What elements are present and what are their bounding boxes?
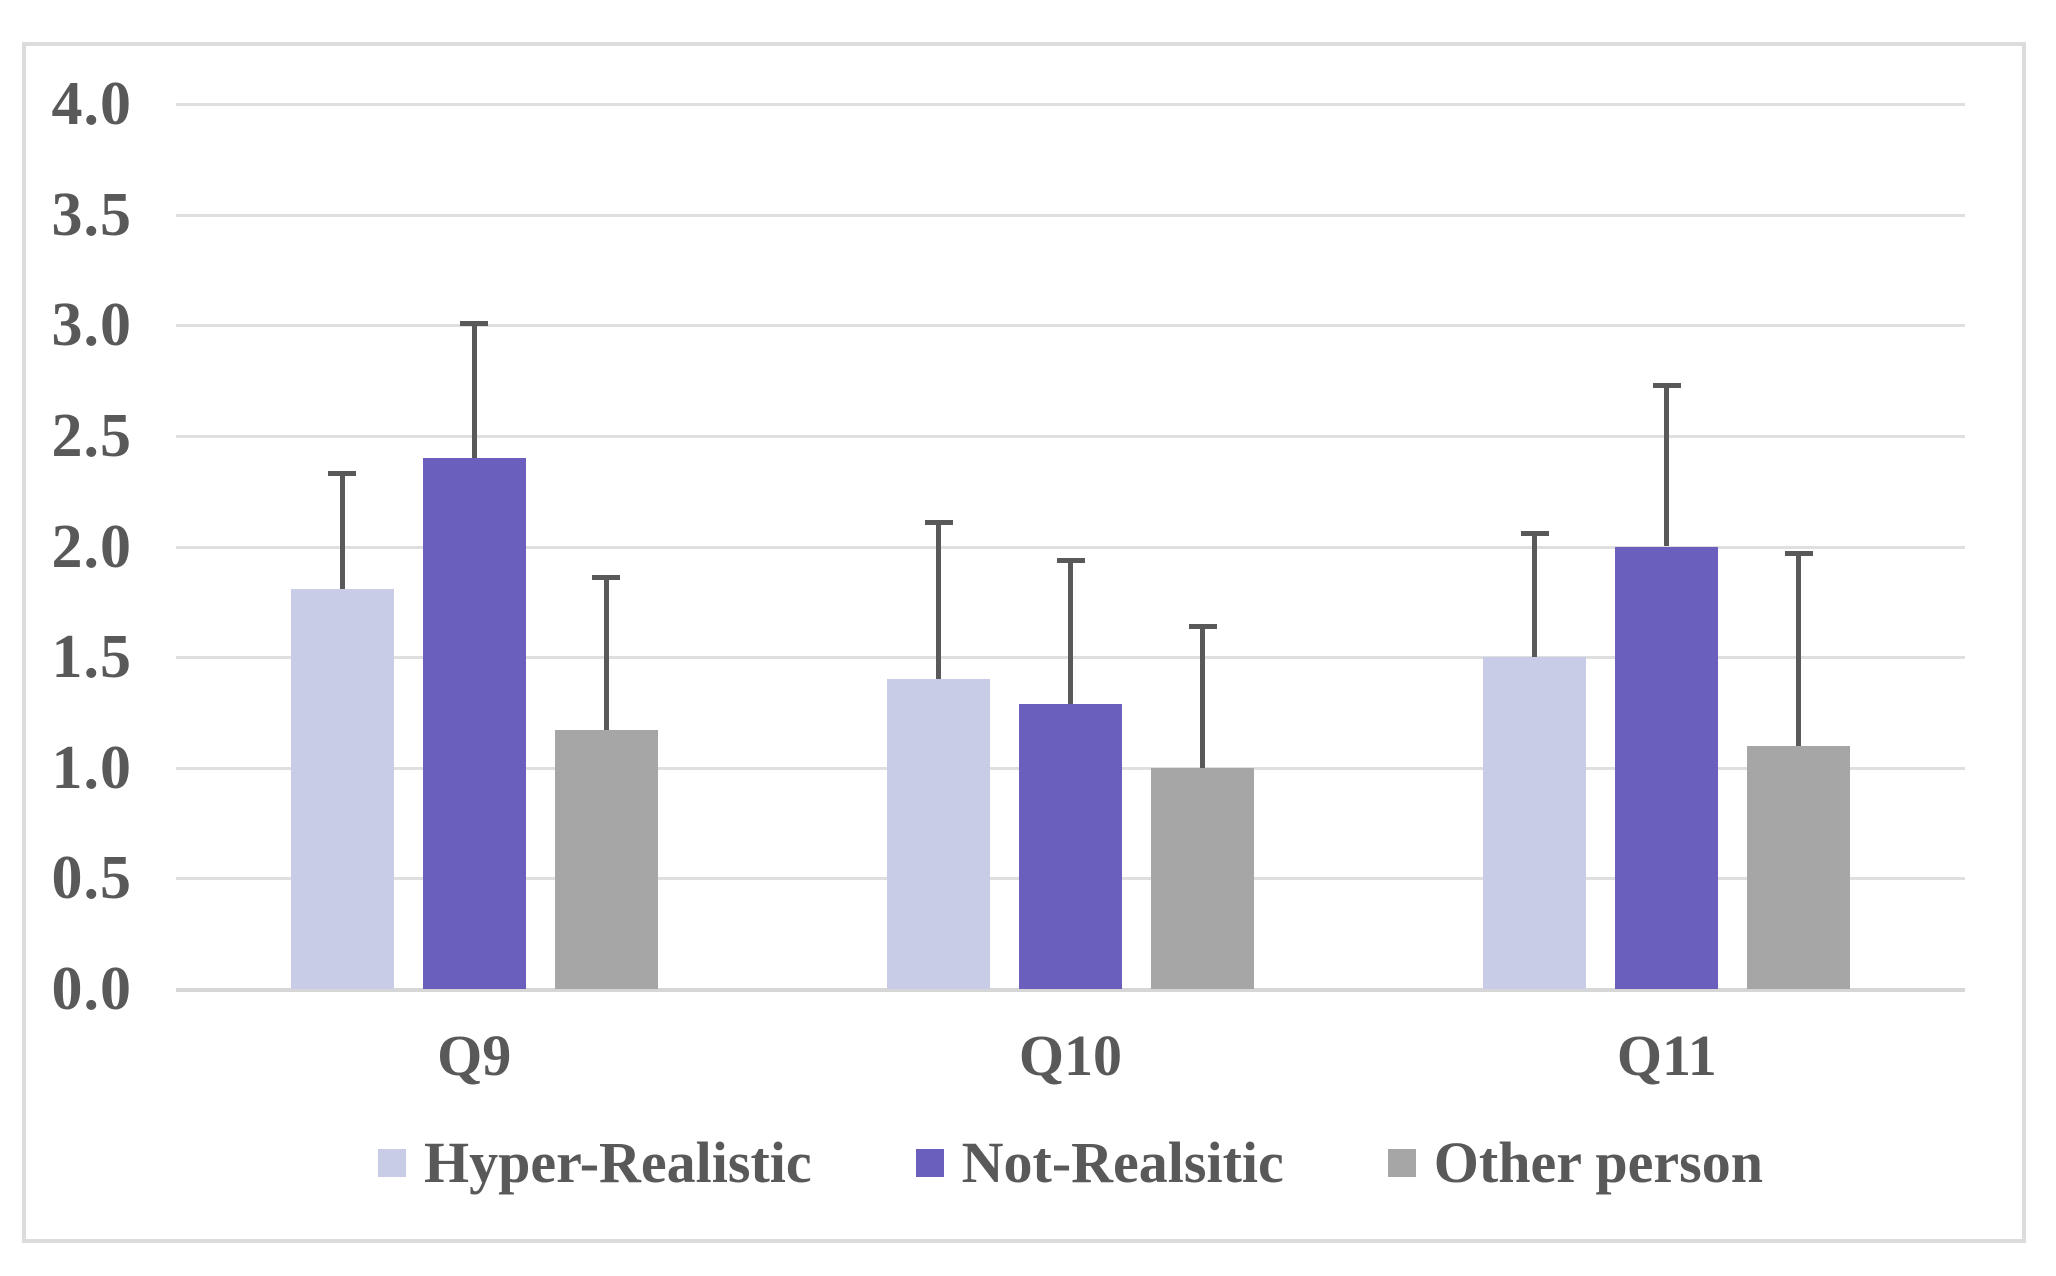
error-bar-cap-q11-hyper-realistic bbox=[1520, 531, 1549, 537]
y-tick-label-0.0: 0.0 bbox=[51, 955, 132, 1023]
x-category-label-q10: Q10 bbox=[1018, 1023, 1123, 1088]
y-tick-label-3.0: 3.0 bbox=[51, 291, 132, 360]
bar-q11-not-realsitic bbox=[1615, 546, 1719, 989]
error-bar-cap-q10-hyper-realistic bbox=[924, 520, 953, 526]
gridline-3.5 bbox=[176, 213, 1965, 217]
bar-q11-other-person bbox=[1747, 745, 1851, 989]
error-bar-q9-other-person bbox=[603, 577, 609, 731]
y-tick-label-1.0: 1.0 bbox=[51, 733, 132, 802]
legend: Hyper-Realistic Not-Realsitic Other pers… bbox=[176, 1126, 1965, 1200]
legend-swatch-other-person bbox=[1387, 1149, 1416, 1177]
legend-swatch-not-realsitic bbox=[915, 1149, 944, 1177]
bar-q10-other-person bbox=[1151, 767, 1254, 989]
legend-label-not-realsitic: Not-Realsitic bbox=[961, 1130, 1284, 1195]
y-tick-label-2.5: 2.5 bbox=[51, 401, 132, 470]
y-tick-label-0.5: 0.5 bbox=[51, 844, 132, 913]
error-bar-cap-q10-other-person bbox=[1188, 624, 1217, 630]
x-category-label-q11: Q11 bbox=[1616, 1023, 1717, 1088]
gridline-4.0 bbox=[176, 103, 1965, 106]
bar-q11-hyper-realistic bbox=[1483, 657, 1587, 989]
error-bar-q10-not-realsitic bbox=[1068, 559, 1073, 704]
bar-q9-other-person bbox=[554, 730, 658, 989]
error-bar-cap-q11-not-realsitic bbox=[1652, 382, 1681, 388]
error-bar-cap-q9-hyper-realistic bbox=[328, 471, 357, 477]
error-bar-q10-hyper-realistic bbox=[936, 522, 941, 680]
error-bar-q11-other-person bbox=[1796, 553, 1802, 746]
legend-label-other-person: Other person bbox=[1433, 1130, 1763, 1195]
gridline-2.0 bbox=[176, 545, 1965, 549]
error-bar-q9-hyper-realistic bbox=[339, 473, 345, 589]
error-bar-cap-q10-not-realsitic bbox=[1056, 557, 1085, 563]
error-bar-q11-hyper-realistic bbox=[1532, 533, 1538, 658]
error-bar-cap-q11-other-person bbox=[1784, 551, 1813, 557]
legend-item-hyper-realistic: Hyper-Realistic bbox=[378, 1134, 812, 1192]
bar-q10-not-realsitic bbox=[1019, 703, 1122, 989]
legend-item-other-person: Other person bbox=[1387, 1130, 1763, 1195]
error-bar-q11-not-realsitic bbox=[1664, 384, 1670, 547]
y-tick-label-2.0: 2.0 bbox=[51, 512, 132, 581]
x-category-label-q9: Q9 bbox=[437, 1023, 512, 1088]
legend-item-not-realsitic: Not-Realsitic bbox=[915, 1130, 1284, 1195]
error-bar-cap-q9-other-person bbox=[592, 575, 621, 581]
plot-area bbox=[176, 103, 1965, 992]
bar-q9-not-realsitic bbox=[422, 458, 526, 989]
error-bar-q9-not-realsitic bbox=[471, 323, 477, 458]
gridline-3.0 bbox=[176, 324, 1965, 328]
legend-label-hyper-realistic: Hyper-Realistic bbox=[424, 1130, 812, 1195]
y-tick-label-3.5: 3.5 bbox=[51, 180, 132, 249]
bar-q9-hyper-realistic bbox=[290, 588, 394, 989]
bar-q10-hyper-realistic bbox=[887, 679, 990, 989]
y-tick-label-1.5: 1.5 bbox=[51, 623, 132, 692]
y-tick-label-4.0: 4.0 bbox=[51, 70, 132, 138]
error-bar-q10-other-person bbox=[1200, 626, 1205, 768]
gridline-2.5 bbox=[176, 434, 1965, 438]
x-axis-line bbox=[176, 988, 1965, 992]
figure-border: 4.0 3.5 3.0 2.5 2.0 1.5 1.0 0.5 0.0 Q9 Q10 Q11 Hyp… bbox=[22, 42, 2026, 1243]
error-bar-cap-q9-not-realsitic bbox=[460, 321, 489, 327]
legend-swatch-hyper-realistic bbox=[378, 1149, 407, 1177]
